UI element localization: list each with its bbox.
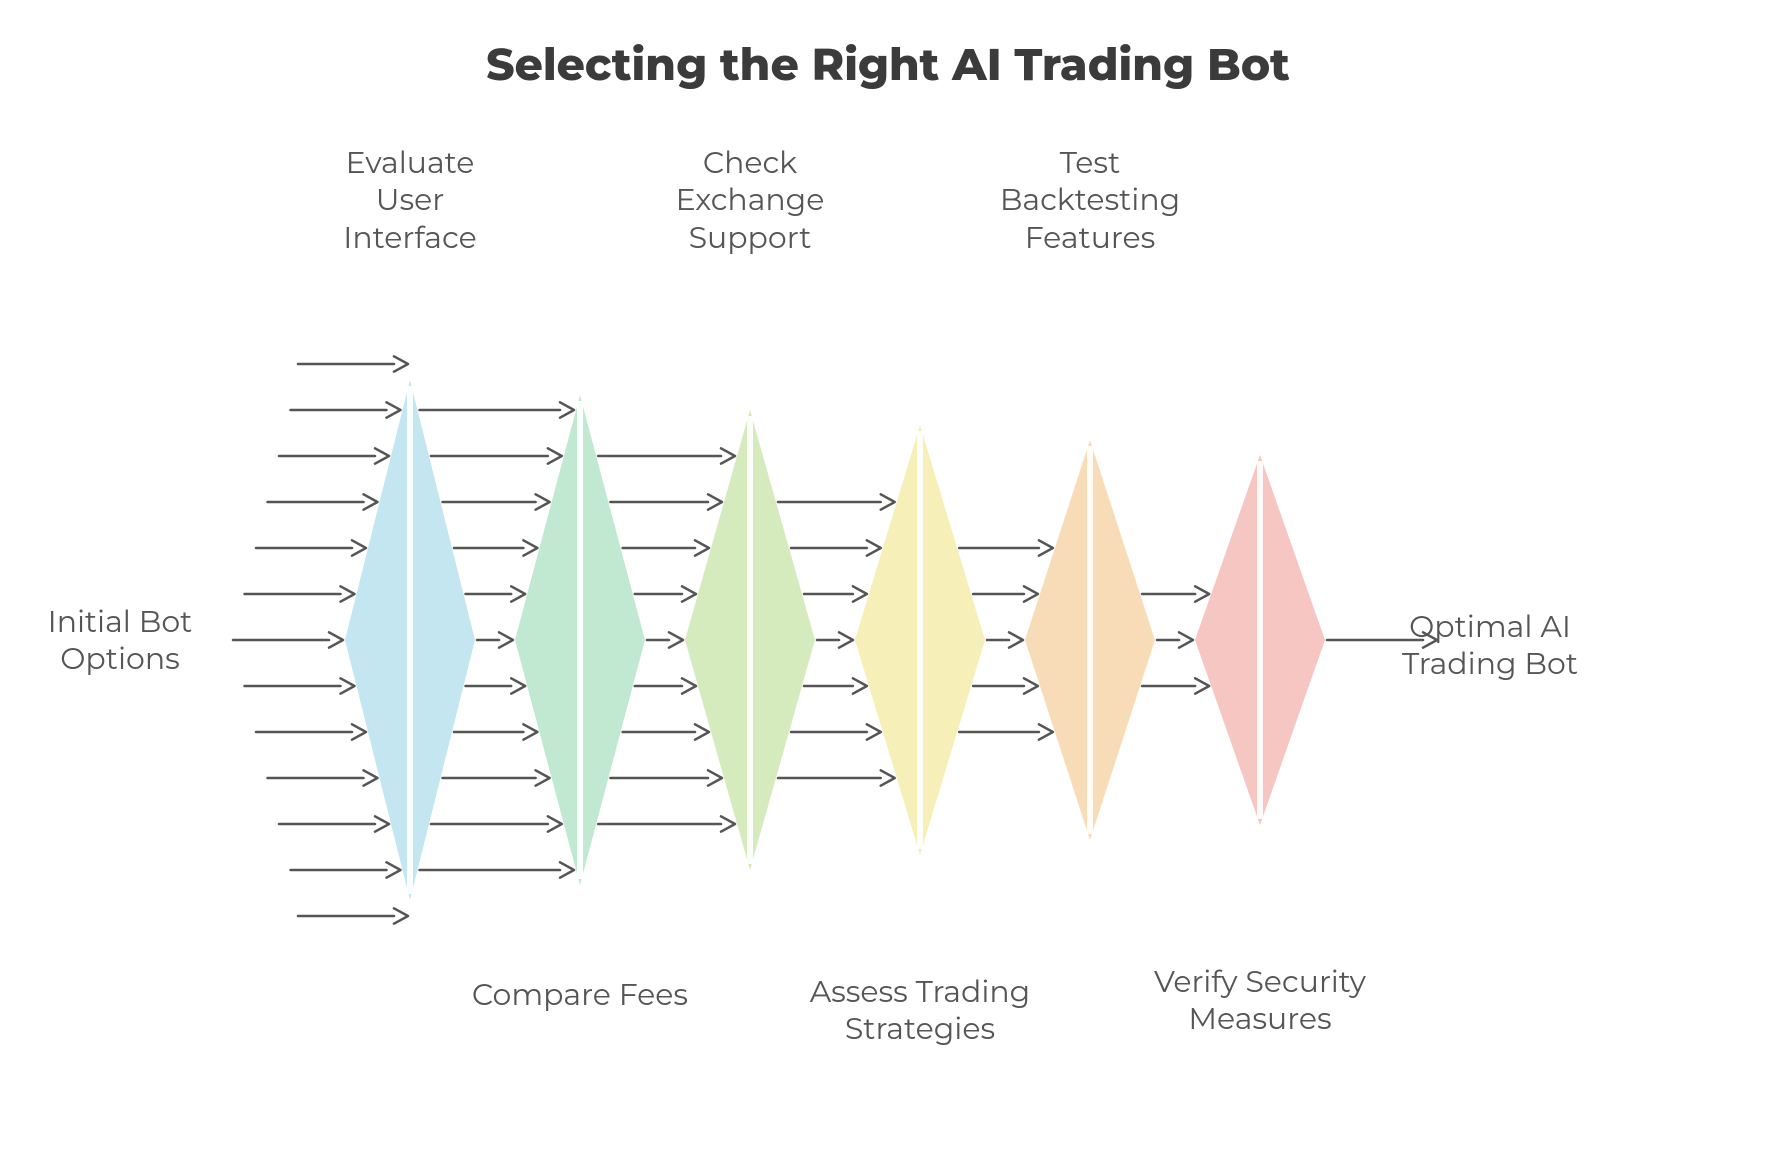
stage-label-4: Test Backtesting Features xyxy=(940,144,1240,257)
stage-label-5: Verify Security Measures xyxy=(1110,963,1410,1038)
diagram-canvas: Selecting the Right AI Trading Bot Initi… xyxy=(0,0,1776,1176)
stage-label-1: Compare Fees xyxy=(430,976,730,1014)
stage-label-3: Assess Trading Strategies xyxy=(770,973,1070,1048)
stage-label-0: Evaluate User Interface xyxy=(260,144,560,257)
input-label: Initial Bot Options xyxy=(0,603,270,678)
output-label: Optimal AI Trading Bot xyxy=(1340,608,1640,683)
stage-label-2: Check Exchange Support xyxy=(600,144,900,257)
